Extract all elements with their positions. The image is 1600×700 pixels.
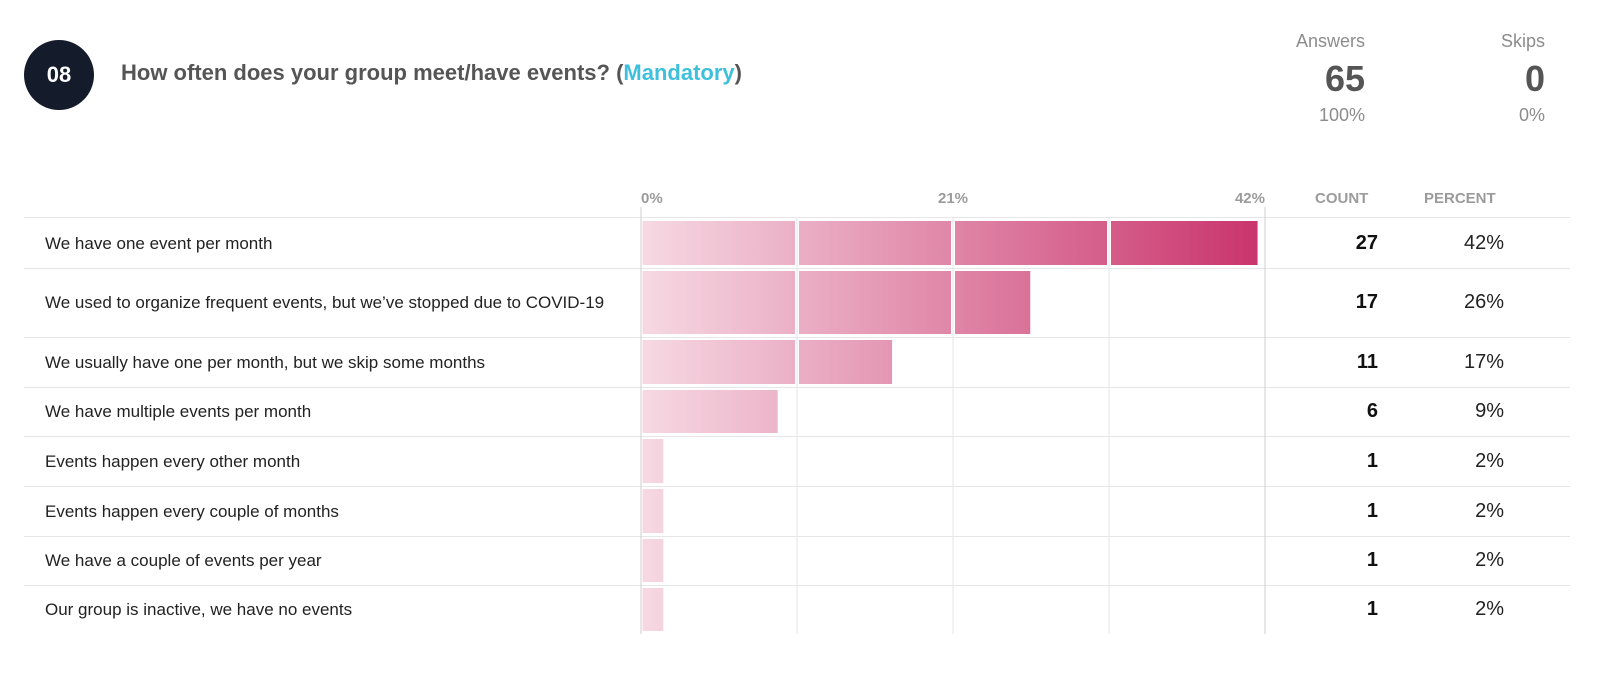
- axis-tick-label: 21%: [937, 190, 969, 207]
- bar-segment: [955, 221, 1107, 265]
- bar-segment: [642, 539, 664, 582]
- response-percent: 17%: [1463, 350, 1504, 373]
- response-percent: 2%: [1475, 598, 1504, 620]
- response-count: 27: [1355, 231, 1378, 254]
- skips-label: Skips: [1500, 31, 1545, 51]
- response-percent: 2%: [1475, 549, 1504, 571]
- answers-value: 65: [1324, 58, 1365, 99]
- response-count: 1: [1366, 449, 1378, 472]
- answers-label: Answers: [1295, 31, 1365, 51]
- response-percent: 9%: [1475, 400, 1504, 422]
- bar: [642, 439, 664, 483]
- skips-summary: Skips 0 0%: [1385, 30, 1545, 126]
- bar: [642, 340, 893, 384]
- mandatory-link[interactable]: Mandatory: [623, 60, 735, 85]
- response-label: Events happen every other month: [45, 451, 301, 471]
- bar-segment: [799, 271, 951, 334]
- question-number: 08: [46, 62, 72, 87]
- response-label: We have one event per month: [45, 233, 273, 253]
- count-column-header: COUNT: [1315, 190, 1369, 207]
- response-label: We usually have one per month, but we sk…: [45, 352, 486, 372]
- response-count: 1: [1366, 499, 1378, 522]
- bar-segment: [642, 588, 664, 631]
- percent-column-header: PERCENT: [1424, 190, 1496, 207]
- response-percent: 26%: [1463, 291, 1504, 313]
- bar: [642, 539, 664, 582]
- question-title-text: How often does your group meet/have even…: [121, 60, 624, 85]
- response-label: We used to organize frequent events, but…: [45, 293, 605, 312]
- response-count: 17: [1355, 291, 1378, 313]
- response-count: 1: [1366, 549, 1378, 571]
- bar-segment: [1111, 221, 1258, 265]
- response-label: We have multiple events per month: [45, 402, 312, 421]
- bar-segment: [642, 439, 664, 483]
- question-number-badge: 08: [24, 40, 94, 110]
- bar-segment: [642, 489, 664, 533]
- bar-segment: [642, 340, 795, 384]
- bar-segment: [799, 221, 951, 265]
- bar: [642, 588, 664, 631]
- response-count: 6: [1366, 400, 1378, 422]
- answers-percent: 100%: [1318, 105, 1365, 125]
- skips-value: 0: [1524, 58, 1545, 99]
- bar: [642, 221, 1258, 265]
- response-percent: 2%: [1475, 499, 1504, 522]
- response-label: Our group is inactive, we have no events: [45, 600, 353, 619]
- response-count: 11: [1356, 350, 1378, 373]
- answers-summary: Answers 65 100%: [1205, 30, 1365, 126]
- bar: [642, 271, 1031, 334]
- bar: [642, 390, 778, 433]
- bar-segment: [642, 390, 778, 433]
- response-percent: 2%: [1475, 449, 1504, 472]
- bar-segment: [955, 271, 1031, 334]
- skips-percent: 0%: [1518, 105, 1545, 125]
- question-title-end: ): [734, 60, 742, 85]
- axis-tick-label: 42%: [1234, 190, 1265, 207]
- bar-segment: [642, 271, 795, 334]
- response-label: We have a couple of events per year: [45, 551, 322, 570]
- response-count: 1: [1366, 598, 1378, 620]
- axis-tick-label: 0%: [641, 190, 663, 207]
- response-label: Events happen every couple of months: [45, 501, 339, 521]
- bar-segment: [642, 221, 795, 265]
- row-separator: [24, 217, 1570, 218]
- response-percent: 42%: [1463, 231, 1504, 254]
- bar: [642, 489, 664, 533]
- bar-segment: [799, 340, 893, 384]
- question-title: How often does your group meet/have even…: [121, 60, 742, 86]
